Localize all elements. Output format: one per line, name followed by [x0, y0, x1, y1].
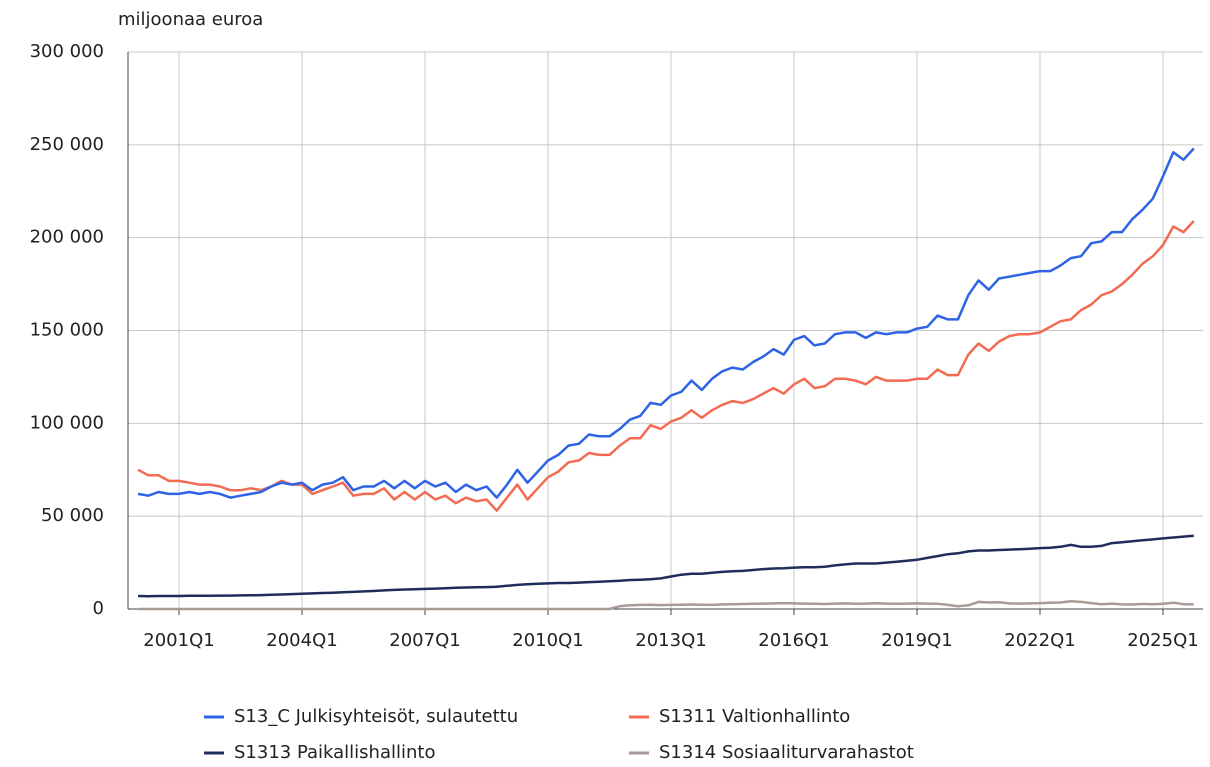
x-tick-label: 2019Q1 [881, 630, 952, 651]
y-tick-label: 0 [93, 598, 104, 619]
x-tick-label: 2013Q1 [635, 630, 706, 651]
y-tick-label: 250 000 [30, 134, 104, 155]
x-tick-label: 2010Q1 [512, 630, 583, 651]
y-tick-label: 200 000 [30, 227, 104, 248]
x-tick-label: 2016Q1 [758, 630, 829, 651]
y-tick-label: 150 000 [30, 320, 104, 341]
legend-label: S13_C Julkisyhteisöt, sulautettu [234, 706, 518, 727]
legend-label: S1314 Sosiaaliturvarahastot [659, 742, 914, 763]
x-tick-label: 2022Q1 [1004, 630, 1075, 651]
y-axis-label: miljoonaa euroa [118, 9, 263, 30]
x-tick-label: 2001Q1 [143, 630, 214, 651]
series-line [138, 599, 1194, 611]
series-line [137, 147, 1195, 499]
x-tick-label: 2007Q1 [389, 630, 460, 651]
x-tick-label: 2025Q1 [1127, 630, 1198, 651]
x-tick-label: 2004Q1 [266, 630, 337, 651]
legend-label: S1313 Paikallishallinto [234, 742, 435, 763]
y-tick-label: 100 000 [30, 412, 104, 433]
y-tick-label: 50 000 [41, 505, 104, 526]
series-line [137, 534, 1194, 598]
series-line [137, 220, 1195, 512]
legend-label: S1311 Valtionhallinto [659, 706, 850, 727]
y-tick-label: 300 000 [30, 41, 104, 62]
